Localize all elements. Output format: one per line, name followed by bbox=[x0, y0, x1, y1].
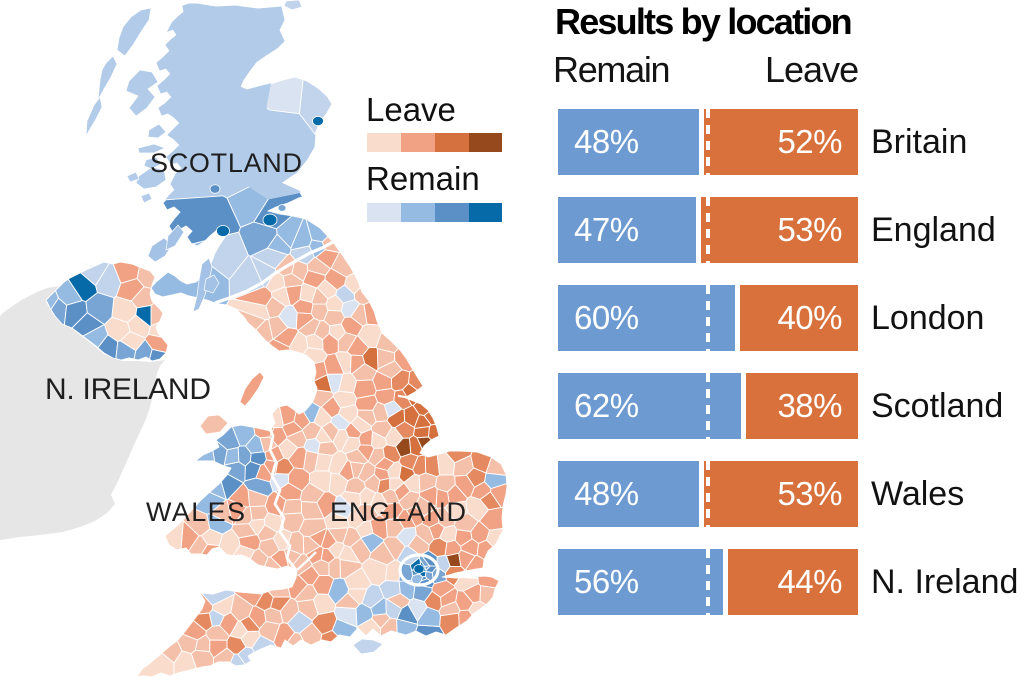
svg-text:N. IRELAND: N. IRELAND bbox=[45, 373, 211, 406]
svg-text:WALES: WALES bbox=[146, 497, 245, 527]
svg-text:SCOTLAND: SCOTLAND bbox=[150, 148, 302, 178]
svg-text:ENGLAND: ENGLAND bbox=[330, 497, 466, 527]
